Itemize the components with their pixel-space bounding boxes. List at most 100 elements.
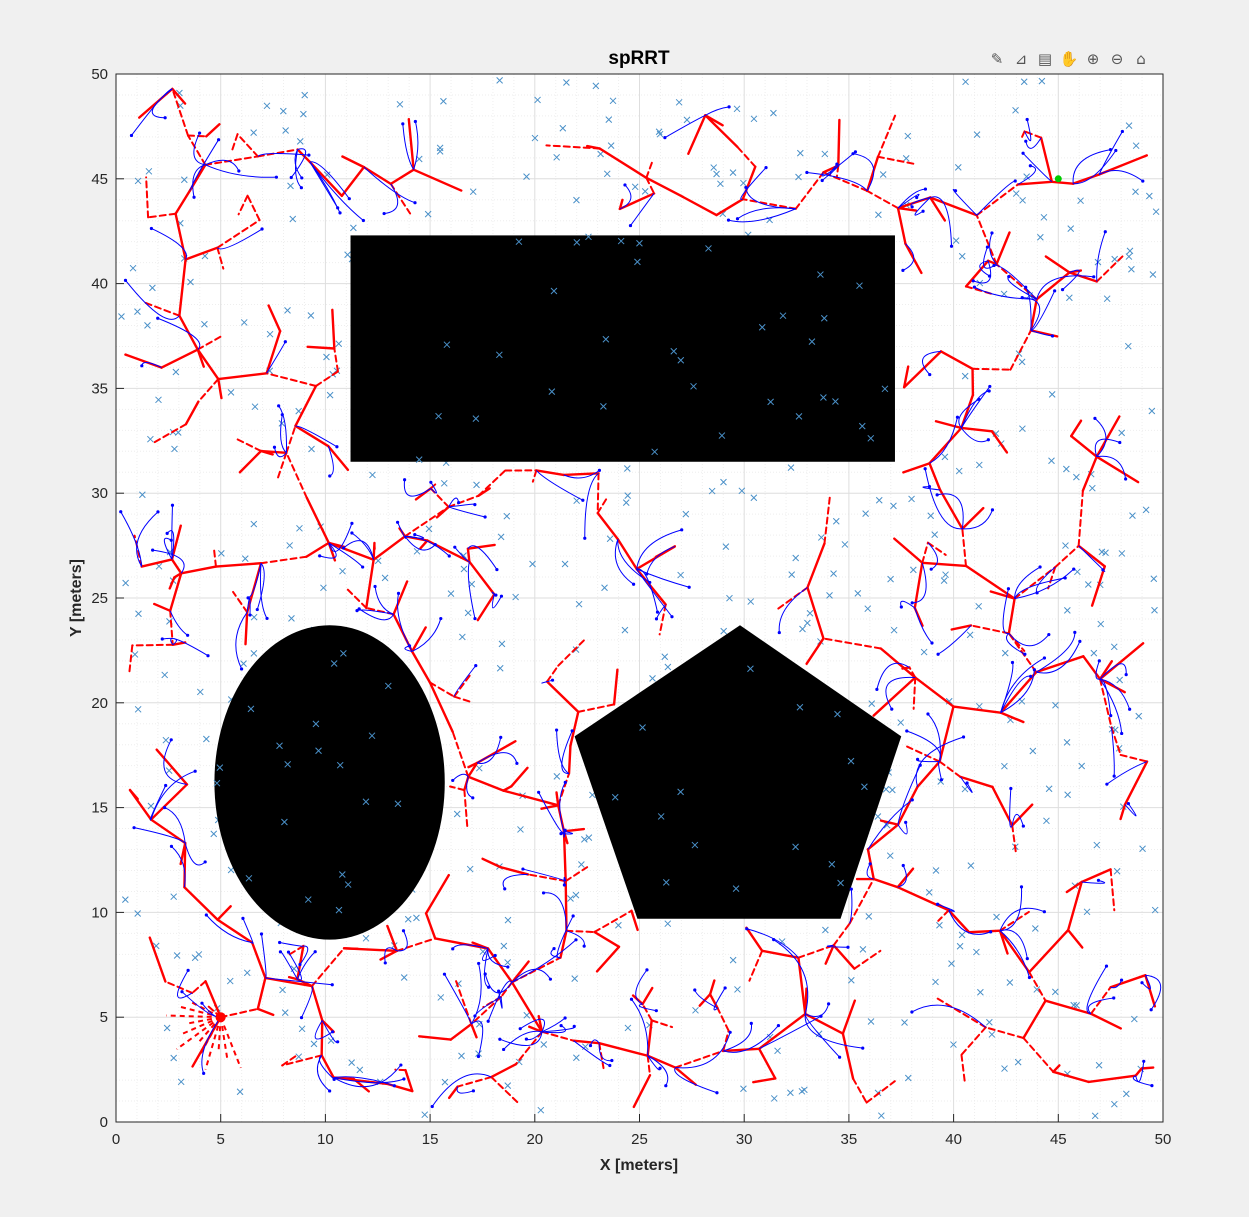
edit-icon[interactable]: ✎ xyxy=(990,49,1004,68)
curved-path xyxy=(675,1032,731,1069)
tree-edge xyxy=(715,197,744,217)
home-icon[interactable]: ⌂ xyxy=(1136,49,1146,68)
tree-edge xyxy=(646,1054,677,1069)
curved-path xyxy=(982,246,997,269)
path-endpoint xyxy=(433,543,437,547)
sample-cross xyxy=(677,356,685,364)
tree-edge xyxy=(467,761,479,778)
tree-edge xyxy=(645,176,685,199)
sample-cross xyxy=(1110,1100,1118,1108)
path-endpoint xyxy=(318,554,322,558)
tree-edge xyxy=(160,348,199,369)
tree-edge xyxy=(559,929,568,959)
curved-path xyxy=(162,637,177,646)
curved-path xyxy=(1124,803,1137,817)
sample-cross xyxy=(131,651,139,658)
path-endpoint xyxy=(248,613,252,617)
tree-edge xyxy=(635,567,667,606)
tree-edge xyxy=(562,472,600,477)
path-endpoint xyxy=(1120,129,1124,134)
path-endpoint xyxy=(430,1104,434,1109)
sample-cross xyxy=(720,627,728,635)
curved-path xyxy=(278,405,288,453)
sample-cross xyxy=(606,535,614,543)
tree-edge xyxy=(260,555,308,565)
curved-path xyxy=(522,868,567,882)
sample-cross xyxy=(312,720,320,728)
path-endpoint xyxy=(645,968,649,972)
curved-path xyxy=(974,286,1037,300)
tree-edge xyxy=(722,1029,730,1052)
tree-edge xyxy=(1052,1070,1090,1084)
path-endpoint xyxy=(204,913,208,917)
path-endpoint xyxy=(953,189,958,193)
path-endpoint xyxy=(1028,164,1032,168)
tree-edge xyxy=(618,192,656,211)
sample-cross xyxy=(529,560,536,568)
sample-cross xyxy=(585,834,593,841)
tree-edge xyxy=(984,1026,1025,1039)
path-endpoint xyxy=(1104,964,1109,968)
sample-cross xyxy=(592,82,600,90)
tree-edge xyxy=(879,819,900,826)
sample-cross xyxy=(362,934,370,942)
tree-edge xyxy=(914,676,955,708)
tree-edge xyxy=(362,165,392,186)
path-endpoint xyxy=(357,607,361,611)
sample-cross xyxy=(279,986,286,994)
path-endpoint xyxy=(383,961,387,965)
path-endpoint xyxy=(986,438,990,442)
curved-path xyxy=(216,228,263,250)
path-endpoint xyxy=(164,783,168,788)
sample-cross xyxy=(901,1019,908,1026)
tree-edge xyxy=(1082,655,1102,681)
tree-edge xyxy=(407,117,415,171)
curved-path xyxy=(1017,165,1037,185)
sample-cross xyxy=(572,646,580,654)
sample-cross xyxy=(147,802,155,810)
datatip-icon[interactable]: ▤ xyxy=(1037,49,1053,68)
path-endpoint xyxy=(149,226,154,231)
sample-cross xyxy=(1088,484,1096,492)
tree-edge xyxy=(641,986,654,1006)
tree-edge xyxy=(327,445,350,472)
zoom-out-icon[interactable]: ⊖ xyxy=(1110,49,1124,68)
tree-edge xyxy=(219,1017,229,1061)
tree-edge xyxy=(155,748,189,786)
path-endpoint xyxy=(163,116,167,120)
sample-cross xyxy=(497,533,505,541)
tree-edge xyxy=(259,449,274,456)
curved-path xyxy=(402,123,415,170)
tree-edge xyxy=(256,148,299,158)
curved-path xyxy=(617,539,651,583)
zoom-in-icon[interactable]: ⊕ xyxy=(1086,49,1100,68)
path-endpoint xyxy=(439,616,443,621)
tree-edge xyxy=(147,212,177,219)
sample-cross xyxy=(664,663,672,671)
path-endpoint xyxy=(1023,652,1027,656)
sample-cross xyxy=(250,520,258,528)
path-endpoint xyxy=(645,572,649,576)
curved-path xyxy=(922,486,941,491)
pan-icon[interactable]: ✋ xyxy=(1059,49,1079,68)
curved-path xyxy=(541,1025,566,1034)
tree-edge xyxy=(1054,544,1080,569)
brush-icon[interactable]: ⊿ xyxy=(1014,49,1028,68)
path-endpoint xyxy=(1103,230,1107,234)
x-tick-label: 25 xyxy=(631,1131,648,1148)
path-endpoint xyxy=(1072,567,1076,571)
tree-edge xyxy=(463,789,469,830)
sample-cross xyxy=(890,502,897,510)
tree-edge xyxy=(455,980,473,1026)
sample-cross xyxy=(962,78,969,86)
sample-cross xyxy=(875,211,882,219)
curved-path xyxy=(404,535,436,551)
tree-edge xyxy=(999,670,1038,714)
curved-path xyxy=(318,1054,335,1080)
sample-cross xyxy=(1036,233,1044,241)
curved-path xyxy=(511,968,551,983)
tree-edge xyxy=(510,981,544,1034)
sample-cross xyxy=(512,593,519,601)
sample-cross xyxy=(705,245,712,252)
y-tick-label: 50 xyxy=(91,66,108,83)
